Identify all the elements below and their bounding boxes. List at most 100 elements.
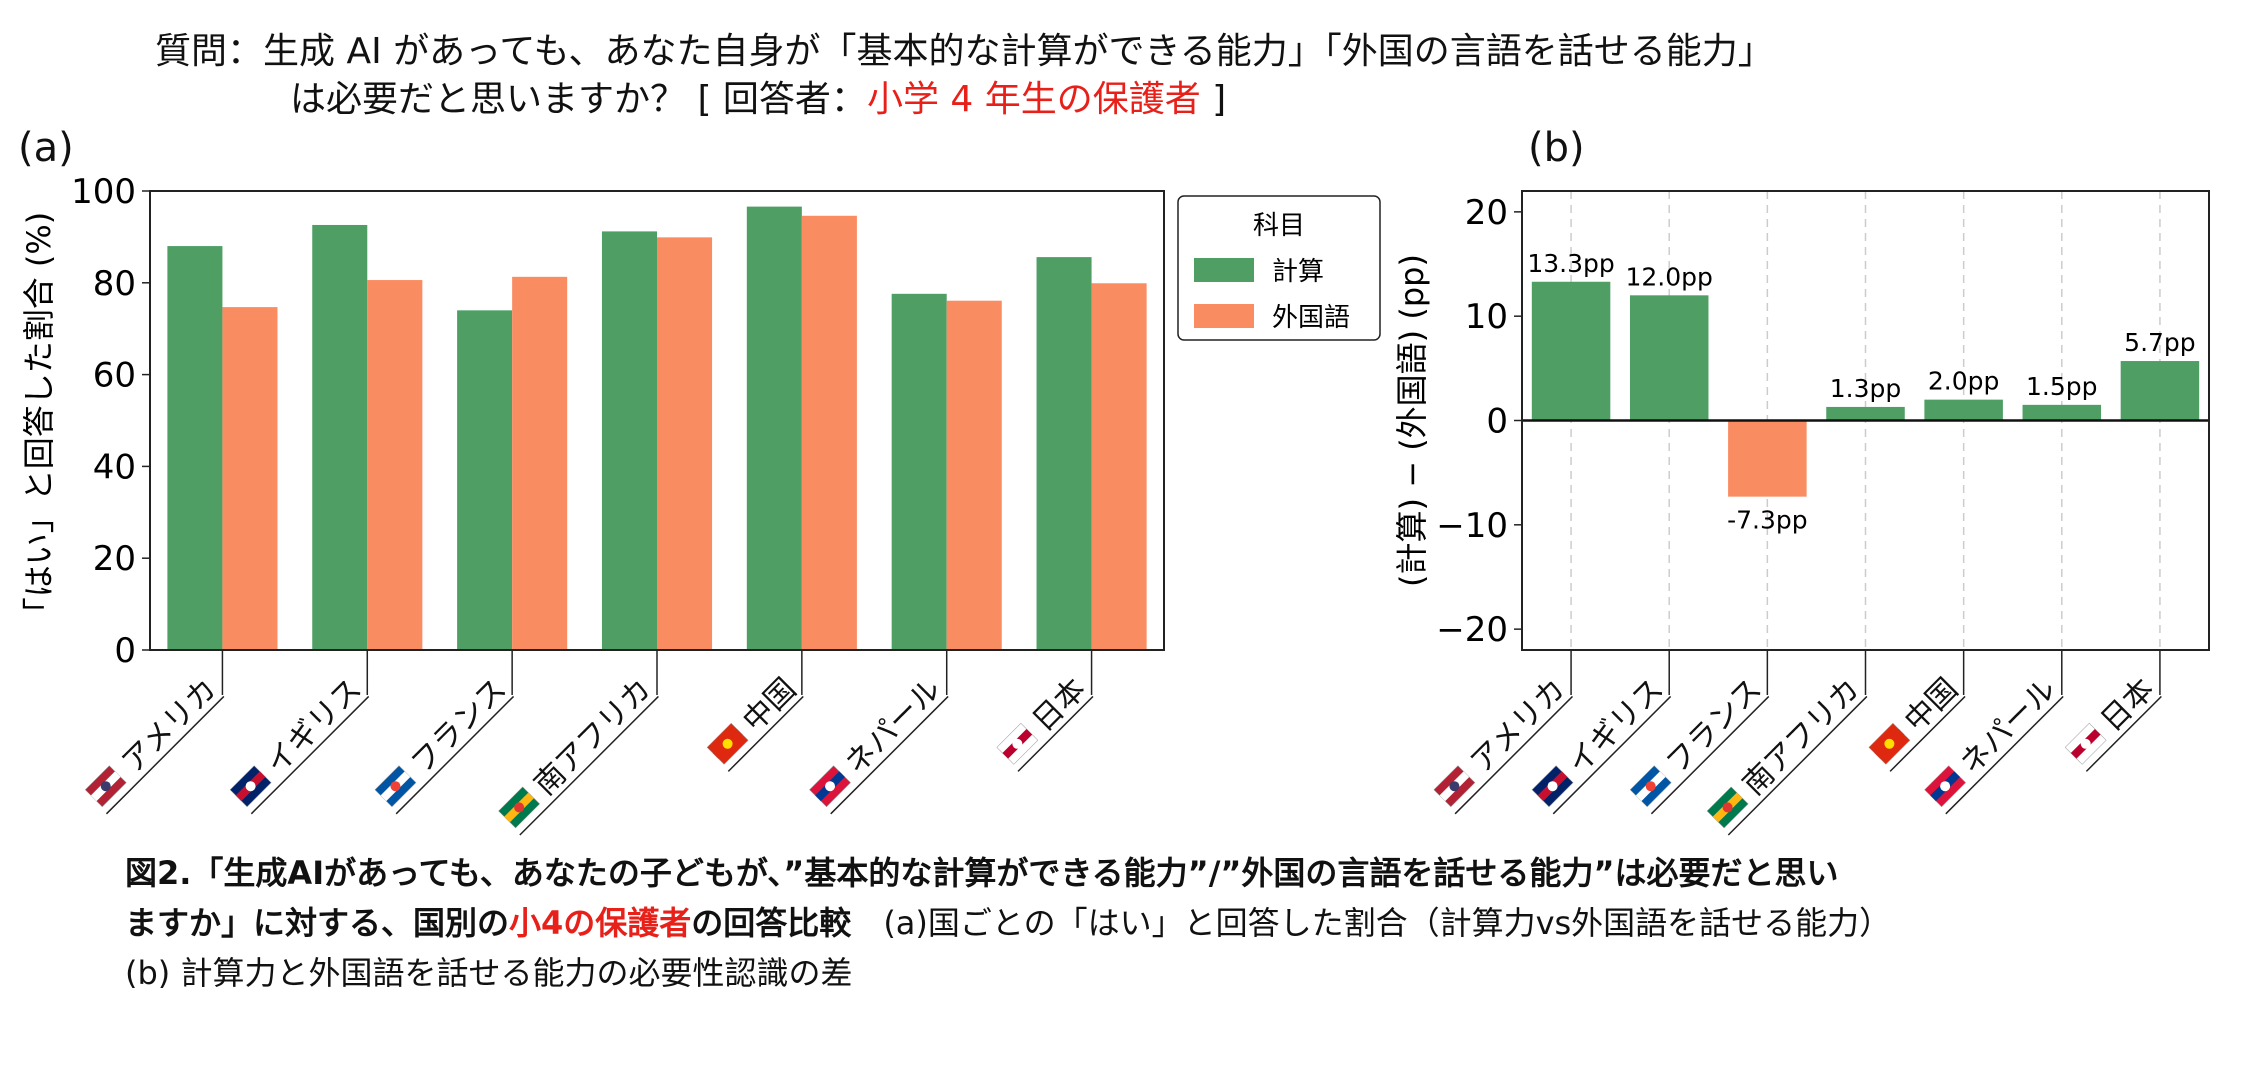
flag-south-africa-icon bbox=[1706, 786, 1749, 829]
label-underline bbox=[395, 695, 515, 815]
flag-nepal-icon bbox=[1924, 765, 1966, 808]
bar-calc bbox=[601, 231, 657, 650]
y-tick-label: 20 bbox=[1465, 193, 1508, 233]
difference-bar bbox=[1924, 399, 2003, 421]
flag-mark bbox=[390, 781, 401, 792]
x-tick-label: ネパール bbox=[839, 672, 949, 782]
x-tick-label: 日本 bbox=[1026, 672, 1093, 739]
flag-uk-icon bbox=[229, 765, 272, 808]
flag-us-icon bbox=[84, 765, 127, 808]
x-tick-label: 日本 bbox=[2094, 672, 2161, 739]
caption-line3: (b) 計算力と外国語を話せる能力の必要性認識の差 bbox=[125, 954, 853, 992]
x-tick-label: アメリカ bbox=[115, 672, 224, 781]
flag-us-icon bbox=[1433, 765, 1476, 808]
flag-mark bbox=[1722, 802, 1733, 813]
panel-label-b: (b) bbox=[1528, 125, 1585, 171]
y-axis-label: 「はい」と回答した割合 (%) bbox=[20, 212, 58, 630]
flag-mark bbox=[1645, 781, 1656, 792]
y-tick-label: 40 bbox=[93, 447, 136, 487]
flag-mark bbox=[722, 738, 733, 749]
title-suffix: ] bbox=[1200, 79, 1227, 120]
y-tick-label: 0 bbox=[1486, 402, 1508, 442]
bar-calc bbox=[167, 246, 223, 650]
flag-mark bbox=[1012, 738, 1023, 749]
bar-calc bbox=[1036, 257, 1092, 650]
bar-lang bbox=[222, 307, 278, 650]
legend-swatch-lang bbox=[1194, 304, 1254, 328]
flag-mark bbox=[825, 781, 836, 792]
x-tick-label: フランス bbox=[404, 672, 513, 781]
difference-bar bbox=[1629, 295, 1709, 421]
bar-lang bbox=[946, 300, 1002, 650]
x-tick-label-group: アメリカ bbox=[84, 672, 225, 815]
label-underline bbox=[250, 695, 370, 815]
legend-title: 科目 bbox=[1253, 211, 1305, 241]
x-tick-label-group: 日本 bbox=[996, 672, 1094, 772]
x-tick-label-group: イギリス bbox=[229, 672, 370, 815]
label-underline bbox=[830, 695, 949, 815]
y-tick-label: −20 bbox=[1436, 610, 1508, 650]
flag-china-icon bbox=[706, 722, 749, 765]
label-underline bbox=[1552, 695, 1672, 815]
data-label: 1.5pp bbox=[2026, 372, 2098, 401]
flag-mark bbox=[1884, 738, 1895, 749]
y-tick-label: 60 bbox=[93, 356, 136, 396]
difference-bar bbox=[2022, 404, 2102, 421]
x-tick-label: 南アフリカ bbox=[528, 672, 659, 803]
legend-swatch-calc bbox=[1194, 258, 1254, 282]
label-underline bbox=[1650, 695, 1770, 815]
difference-bar bbox=[1826, 406, 1905, 421]
data-label: 2.0pp bbox=[1928, 367, 2000, 396]
difference-bar bbox=[2120, 361, 2200, 421]
caption-line2: ますか」に対する、国別の小4の保護者の回答比較 (a)国ごとの「はい」と回答した… bbox=[125, 898, 1891, 944]
label-underline bbox=[1889, 695, 1966, 772]
x-tick-label: イギリス bbox=[259, 672, 369, 782]
y-tick-label: 10 bbox=[1465, 297, 1508, 337]
difference-bar bbox=[1728, 420, 1807, 497]
flag-france-icon bbox=[1629, 765, 1672, 808]
flag-japan-icon bbox=[2064, 722, 2107, 765]
figure-title-line1: 質問：生成 AI があっても、あなた自身が「基本的な計算ができる能力」「外国の言… bbox=[155, 31, 1774, 72]
figure-title-line2: は必要だと思いますか？ [ 回答者：小学 4 年生の保護者 ] bbox=[290, 70, 1226, 122]
x-tick-label: イギリス bbox=[1561, 672, 1671, 782]
caption-red: 小4の保護者 bbox=[509, 904, 692, 942]
bar-lang bbox=[512, 276, 568, 650]
y-tick-label: 100 bbox=[71, 172, 136, 212]
data-label: 13.3pp bbox=[1527, 249, 1614, 278]
data-label: 1.3pp bbox=[1830, 374, 1902, 403]
label-underline bbox=[1017, 695, 1094, 772]
legend-item: 計算 bbox=[1272, 257, 1324, 287]
x-tick-label-group: 南アフリカ bbox=[498, 672, 659, 836]
flag-france-icon bbox=[374, 765, 417, 808]
caption-bold-a: ますか」に対する、国別の bbox=[125, 904, 510, 942]
bar-lang bbox=[657, 237, 713, 650]
y-tick-label: 80 bbox=[93, 264, 136, 304]
x-tick-label-group: 中国 bbox=[1868, 672, 1966, 772]
bar-calc bbox=[312, 224, 368, 650]
bar-lang bbox=[801, 215, 857, 650]
data-label: -7.3pp bbox=[1727, 506, 1808, 535]
flag-japan-icon bbox=[996, 722, 1039, 765]
flag-mark bbox=[245, 781, 256, 792]
bar-calc bbox=[746, 206, 802, 650]
x-tick-label-group: ネパール bbox=[809, 672, 949, 815]
flag-mark bbox=[2080, 738, 2091, 749]
respondent-highlight: 小学 4 年生の保護者 bbox=[866, 79, 1201, 120]
x-tick-label: 中国 bbox=[1898, 672, 1965, 739]
title-prefix: は必要だと思いますか？ [ 回答者： bbox=[290, 79, 867, 120]
y-axis-label: (計算) − (外国語) (pp) bbox=[1393, 254, 1431, 587]
bar-calc bbox=[457, 310, 513, 650]
label-underline bbox=[105, 695, 225, 815]
label-underline bbox=[1945, 695, 2064, 815]
x-tick-label-group: フランス bbox=[374, 672, 515, 815]
y-tick-label: 20 bbox=[93, 539, 136, 579]
bar-lang bbox=[367, 280, 423, 650]
bar-calc bbox=[891, 293, 947, 650]
flag-uk-icon bbox=[1531, 765, 1574, 808]
bar-lang bbox=[1091, 283, 1147, 650]
data-label: 5.7pp bbox=[2124, 328, 2196, 357]
data-label: 12.0pp bbox=[1626, 262, 1713, 291]
label-underline bbox=[727, 695, 804, 772]
